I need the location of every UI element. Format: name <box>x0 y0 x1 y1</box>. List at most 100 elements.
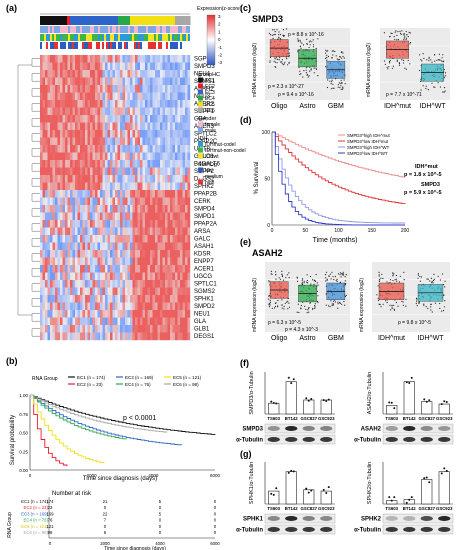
heatmap-cell <box>152 55 156 63</box>
heatmap-cell <box>167 317 171 326</box>
heatmap-cell <box>105 272 108 281</box>
heatmap-cell <box>112 85 116 93</box>
heatmap-cell <box>187 325 191 333</box>
heatmap-cell <box>140 242 143 251</box>
dendrogram-branch <box>31 328 40 337</box>
heatmap-cell <box>150 130 153 138</box>
heatmap-cell <box>57 152 61 161</box>
heatmap-cell <box>160 325 163 333</box>
heatmap-cell <box>142 77 146 86</box>
idh-bar-cell <box>62 34 64 41</box>
heatmap-cell <box>47 115 51 123</box>
legend-label: low <box>205 168 213 174</box>
blot-band <box>267 426 280 431</box>
data-point <box>343 301 345 303</box>
data-point <box>279 56 281 59</box>
heatmap-cell <box>60 182 63 191</box>
bar-point <box>307 399 310 402</box>
heatmap-cell <box>50 175 53 183</box>
heatmap-cell <box>42 310 46 318</box>
heatmap-cell <box>182 302 186 311</box>
gender-bar-cell <box>68 26 70 33</box>
stat-value: p = 1.8 x 10^-5 <box>404 172 442 178</box>
heatmap-cell <box>97 205 101 213</box>
heatmap-cell <box>170 145 173 153</box>
survival-curve <box>30 394 127 440</box>
heatmap-cell <box>47 160 51 168</box>
heatmap-cell <box>40 92 43 101</box>
heatmap-cell <box>67 220 71 228</box>
heatmap-cell <box>157 257 161 266</box>
data-point <box>425 85 427 87</box>
heatmap-cell <box>42 250 46 258</box>
heatmap-cell <box>132 235 136 243</box>
heatmap-cell <box>47 145 51 153</box>
heatmap-cell <box>107 115 111 123</box>
data-point <box>333 278 335 281</box>
data-point <box>298 66 300 69</box>
heatmap-cell <box>110 257 113 266</box>
gene-label: PPAP2A <box>194 222 217 228</box>
heatmap-cell <box>142 145 146 153</box>
heatmap-cell <box>40 257 43 266</box>
heatmap-cell <box>152 287 156 296</box>
gender-bar-cell <box>138 26 140 33</box>
heatmap-cell <box>55 130 58 138</box>
heatmap-cell <box>77 62 81 71</box>
heatmap-cell <box>92 250 96 258</box>
heatmap-cell <box>187 227 191 236</box>
heatmap-cell <box>165 332 168 341</box>
heatmap-cell <box>67 265 71 273</box>
data-point <box>388 66 390 68</box>
data-point <box>314 303 316 305</box>
heatmap-cell <box>117 107 121 116</box>
data-point <box>378 280 380 282</box>
heatmap-cell <box>52 287 56 296</box>
heatmap-cell <box>147 235 151 243</box>
heatmap-cell <box>147 212 151 221</box>
heatmap-cell <box>160 122 163 131</box>
heatmap-cell <box>97 220 101 228</box>
data-point <box>301 281 303 283</box>
idh-bar-cell <box>104 34 106 41</box>
panel-label-d: (d) <box>240 115 252 125</box>
group-bar-segment <box>175 16 191 25</box>
heatmap-cell <box>70 190 73 198</box>
heatmap-cell <box>102 242 106 251</box>
heatmap-cell <box>57 310 61 318</box>
heatmap-cell <box>45 62 48 71</box>
bar-point <box>272 401 275 404</box>
heatmap-cell <box>42 235 46 243</box>
heatmap-cell <box>117 227 121 236</box>
data-point <box>281 275 283 278</box>
data-point <box>390 32 392 34</box>
heatmap-cell <box>100 92 103 101</box>
heatmap-cell <box>180 62 183 71</box>
heatmap-cell <box>87 257 91 266</box>
heatmap-cell <box>55 70 58 78</box>
heatmap-cell <box>135 190 138 198</box>
heatmap-cell <box>110 55 113 63</box>
heatmap-cell <box>140 280 143 288</box>
heatmap-cell <box>177 265 181 273</box>
heatmap-cell <box>77 145 81 153</box>
data-point <box>305 69 307 71</box>
heatmap-cell <box>172 325 176 333</box>
heatmap-cell <box>110 265 113 273</box>
heatmap-cell <box>72 145 76 153</box>
data-point <box>332 54 334 56</box>
heatmap-cell <box>87 242 91 251</box>
heatmap-cell <box>135 122 138 131</box>
heatmap-cell <box>80 107 83 116</box>
heatmap-cell <box>62 115 66 123</box>
heatmap-cell <box>52 160 56 168</box>
heatmap-cell <box>132 227 136 236</box>
heatmap-cell <box>132 302 136 311</box>
heatmap-cell <box>120 295 123 303</box>
heatmap-cell <box>117 302 121 311</box>
heatmap-cell <box>137 182 141 191</box>
gender-bar-cell <box>122 26 124 33</box>
smpd-bar-cell <box>156 42 158 49</box>
gene-label: SPTLC2 <box>194 132 217 138</box>
